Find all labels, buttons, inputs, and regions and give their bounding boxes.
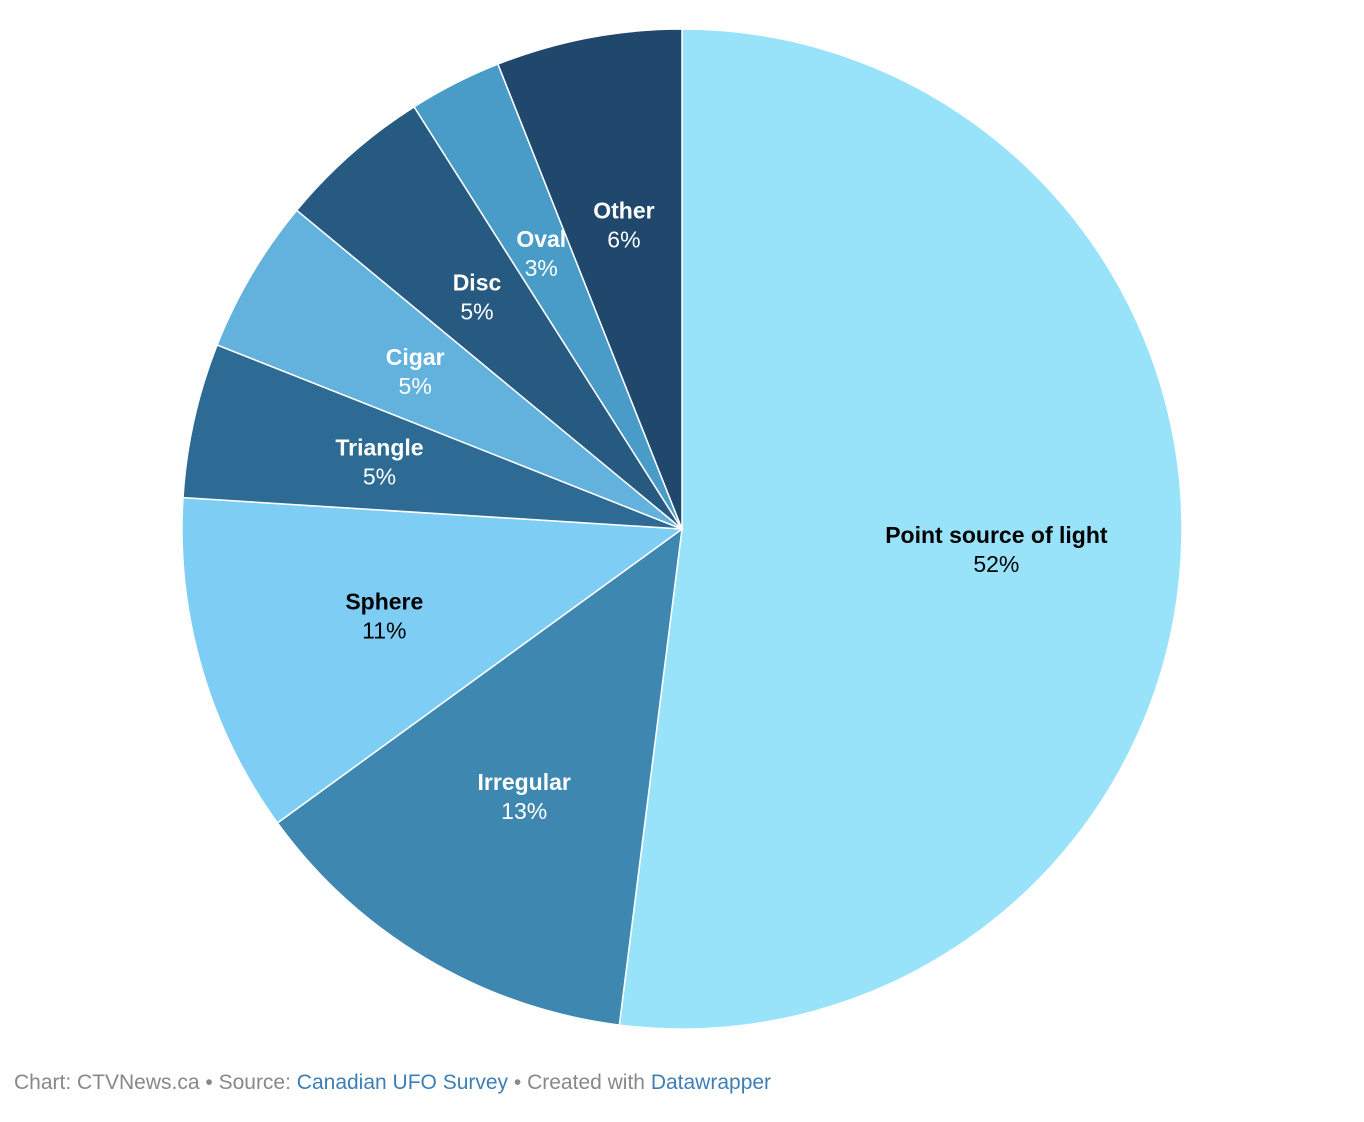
- pie-slice-point-source-of-light: [618, 28, 1183, 1030]
- slice-name-oval: Oval: [516, 226, 566, 252]
- chart-footer: Chart: CTVNews.ca • Source: Canadian UFO…: [14, 1071, 771, 1095]
- pie-slice-other: [496, 28, 683, 530]
- slice-name-triangle: Triangle: [335, 434, 423, 460]
- slice-name-irregular: Irregular: [478, 769, 571, 795]
- slice-label-other: Other 6%: [593, 197, 654, 252]
- footer-source-prefix: Source:: [218, 1071, 297, 1094]
- slice-label-cigar: Cigar 5%: [386, 344, 445, 399]
- pie-slice-irregular: [276, 527, 683, 1026]
- slice-value-triangle: 5%: [363, 463, 396, 489]
- pie-chart: Point source of light 52% Irregular 13% Sphe…: [181, 28, 1183, 1030]
- slice-label-irregular: Irregular 13%: [478, 769, 571, 824]
- slice-label-triangle: Triangle 5%: [335, 434, 423, 489]
- source-link[interactable]: Canadian UFO Survey: [296, 1071, 509, 1094]
- slice-value-sphere: 11%: [362, 617, 406, 643]
- slice-name-disc: Disc: [453, 269, 502, 295]
- footer-created-prefix: Created with: [527, 1071, 651, 1094]
- slice-label-point-source-of-light: Point source of light 52%: [885, 522, 1108, 577]
- slice-value-cigar: 5%: [399, 373, 432, 399]
- slice-label-oval: Oval 3%: [516, 226, 566, 281]
- pie-slice-disc: [295, 105, 683, 530]
- slice-value-oval: 3%: [525, 255, 558, 281]
- footer-chart-credit: Chart: CTVNews.ca: [14, 1071, 200, 1094]
- pie-slice-triangle: [182, 343, 683, 530]
- slice-name-cigar: Cigar: [386, 344, 445, 370]
- slice-value-other: 6%: [607, 226, 640, 252]
- pie-slices: [181, 28, 1183, 1030]
- slice-name-point-source-of-light: Point source of light: [885, 522, 1108, 548]
- slice-name-other: Other: [593, 197, 654, 223]
- pie-slice-sphere: [181, 496, 685, 824]
- footer-separator: •: [199, 1071, 219, 1094]
- pie-chart-svg: Point source of light 52% Irregular 13% Sphe…: [181, 28, 1183, 1030]
- slice-value-disc: 5%: [460, 298, 493, 324]
- slice-value-irregular: 13%: [501, 798, 547, 824]
- footer-separator-2: •: [508, 1071, 528, 1094]
- slice-label-disc: Disc 5%: [453, 269, 502, 324]
- slice-name-sphere: Sphere: [345, 588, 423, 614]
- pie-slice-cigar: [216, 209, 683, 530]
- pie-labels: Point source of light 52% Irregular 13% Sphe…: [335, 197, 1108, 823]
- slice-value-point-source-of-light: 52%: [973, 551, 1019, 577]
- slice-label-sphere: Sphere 11%: [345, 588, 423, 643]
- datawrapper-link[interactable]: Datawrapper: [650, 1071, 772, 1094]
